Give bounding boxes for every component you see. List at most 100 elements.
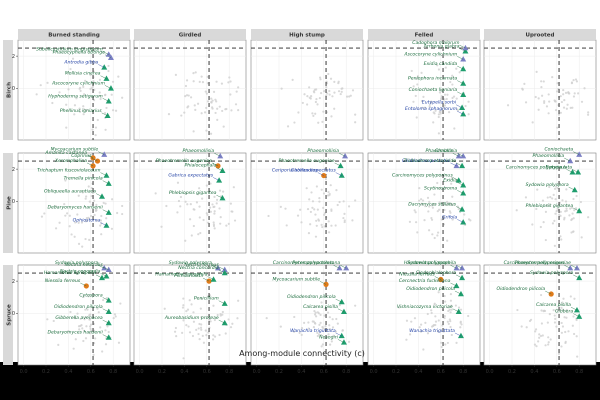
background-point — [92, 353, 95, 356]
module-hub-point — [219, 167, 226, 173]
hub-label: Grifola — [442, 214, 457, 220]
row-strip-label: Spruce — [7, 304, 13, 326]
background-point — [429, 102, 432, 105]
background-point — [322, 192, 326, 195]
y-tick-label: 0 — [12, 86, 15, 92]
label-leader-line — [338, 153, 346, 157]
background-point — [315, 315, 318, 318]
background-point — [110, 93, 113, 96]
background-point — [83, 329, 86, 332]
background-point — [303, 321, 306, 324]
background-point — [410, 69, 413, 73]
background-point — [455, 341, 458, 344]
background-point — [458, 71, 461, 74]
module-hub-point — [219, 194, 226, 201]
background-point — [221, 190, 225, 193]
background-point — [565, 107, 568, 110]
background-point — [437, 68, 441, 71]
background-point — [442, 100, 445, 103]
background-point — [92, 342, 96, 345]
background-point — [184, 192, 187, 195]
background-point — [542, 221, 545, 224]
panel-frame — [483, 39, 597, 141]
module-hub-point — [459, 274, 466, 281]
facet-panel: Phaeomollisia Phaeotremella eugeniae Gabri… — [133, 148, 247, 254]
background-point — [537, 97, 540, 100]
label-leader-line — [454, 332, 462, 337]
hub-label: Eutypella sorbi — [422, 100, 457, 106]
background-point — [202, 218, 205, 222]
background-point — [200, 315, 203, 319]
background-point — [437, 115, 440, 119]
background-point — [75, 97, 78, 100]
background-point — [440, 95, 443, 98]
background-point — [415, 116, 418, 119]
background-point — [298, 331, 301, 334]
module-hub-point — [216, 177, 223, 183]
x-tick-label: 0.4 — [297, 369, 305, 375]
background-point — [450, 202, 453, 205]
background-point — [443, 106, 446, 109]
background-point — [419, 330, 423, 333]
background-point — [194, 108, 197, 111]
background-point — [69, 310, 72, 314]
background-point — [428, 105, 431, 108]
background-point — [58, 221, 61, 224]
background-point — [279, 325, 282, 328]
background-point — [548, 185, 551, 189]
background-point — [314, 213, 317, 216]
background-point — [73, 104, 77, 107]
background-point — [459, 308, 463, 311]
background-point — [212, 223, 216, 226]
x-tick-label: 0.0 — [370, 369, 378, 375]
background-point — [303, 93, 306, 96]
background-point — [189, 96, 193, 99]
background-point — [449, 211, 452, 214]
background-point — [176, 181, 180, 184]
background-point — [200, 323, 203, 326]
x-tick-label: 0.8 — [225, 369, 233, 375]
background-point — [77, 242, 81, 245]
background-point — [207, 331, 210, 334]
facet-panel: Phaeomollisia Phaeotremella eugeniae Cerip… — [250, 148, 364, 254]
background-point — [433, 193, 436, 196]
background-point — [177, 199, 181, 203]
background-point — [416, 83, 419, 86]
background-point — [322, 110, 325, 113]
background-point — [416, 231, 419, 234]
background-point — [559, 214, 562, 217]
background-point — [446, 93, 449, 96]
background-point — [540, 322, 543, 325]
background-point — [83, 318, 86, 321]
background-point — [438, 187, 442, 190]
background-point — [70, 233, 73, 236]
module-hub-point — [575, 169, 582, 175]
background-point — [577, 92, 580, 95]
module-hub-point — [221, 269, 228, 276]
hub-label: Gabrica expectatus — [291, 168, 336, 174]
module-hub-point — [460, 80, 467, 86]
hub-label: Oidiodendron pilicola — [54, 304, 103, 310]
background-point — [444, 343, 447, 346]
background-point — [443, 93, 447, 96]
label-leader-line — [573, 207, 580, 212]
background-point — [231, 322, 234, 325]
background-point — [318, 197, 321, 200]
background-point — [319, 92, 323, 95]
background-point — [320, 345, 323, 348]
background-point — [309, 223, 312, 226]
label-leader-line — [100, 172, 107, 176]
background-point — [182, 297, 185, 300]
background-point — [565, 316, 568, 319]
background-point — [443, 208, 446, 212]
label-leader-line — [452, 153, 459, 157]
background-point — [569, 207, 572, 210]
background-point — [214, 111, 217, 115]
background-point — [430, 311, 433, 315]
background-point — [565, 207, 568, 210]
hub-label: Entoloma sphagnorum — [405, 106, 458, 112]
module-hub-point — [576, 207, 583, 214]
background-point — [184, 95, 187, 98]
background-point — [398, 306, 401, 309]
label-leader-line — [218, 269, 225, 274]
